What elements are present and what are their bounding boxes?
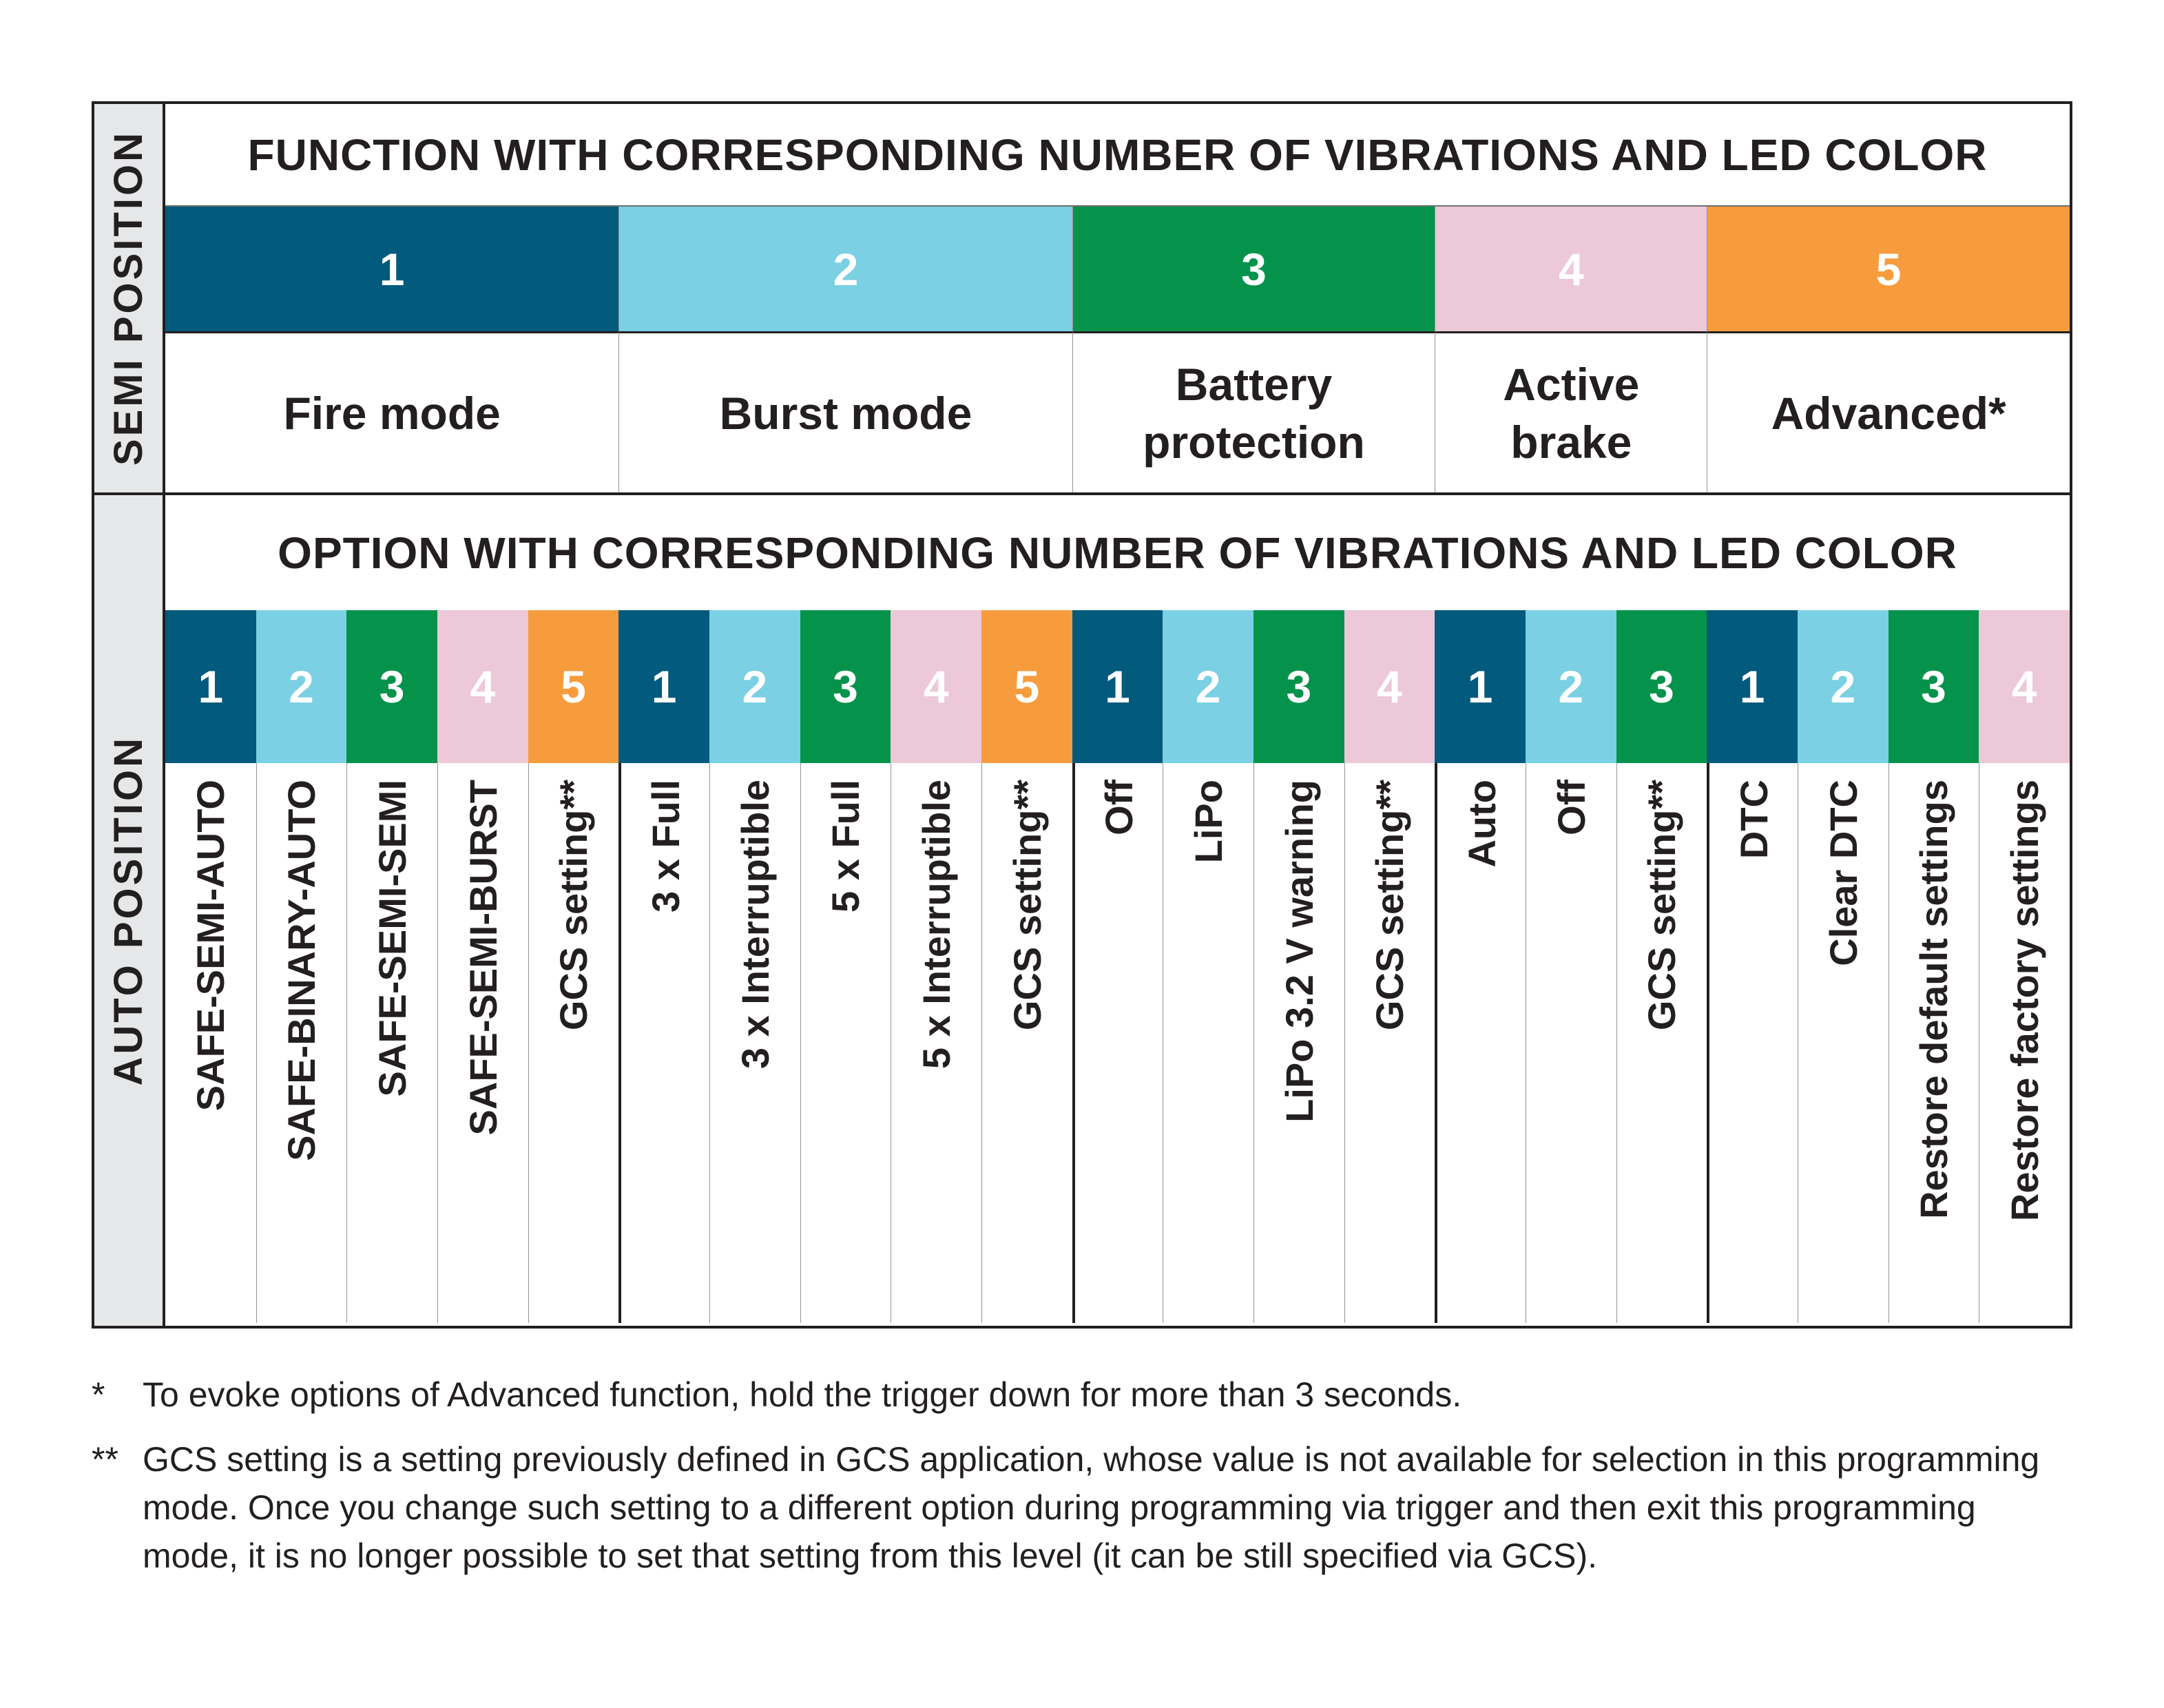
option-label-cell: Restore factory settings bbox=[1979, 763, 2070, 1323]
function-label: Battery protection bbox=[1143, 358, 1365, 468]
option-label: LiPo bbox=[1187, 780, 1231, 864]
option-number-cell: 2 bbox=[256, 610, 347, 763]
auto-position-label: AUTO POSITION bbox=[94, 495, 165, 1326]
option-number-cell: 2 bbox=[1526, 610, 1616, 763]
option-label: Off bbox=[1096, 780, 1141, 835]
function-label: Burst mode bbox=[719, 387, 972, 439]
option-label-cell: LiPo 3.2 V warning bbox=[1253, 763, 1344, 1323]
option-number-cell: 4 bbox=[437, 610, 528, 763]
option-label: GCS setting** bbox=[1005, 780, 1049, 1031]
function-label: Fire mode bbox=[283, 387, 501, 439]
option-number-cell: 4 bbox=[891, 610, 981, 763]
option-label-cell: Auto bbox=[1435, 763, 1526, 1323]
option-label-cell: GCS setting** bbox=[1616, 763, 1707, 1323]
option-label: Off bbox=[1549, 780, 1593, 835]
option-label: Restore default settings bbox=[1912, 780, 1956, 1219]
option-number-cell: 3 bbox=[1888, 610, 1979, 763]
function-number-cell: 4 bbox=[1435, 207, 1707, 331]
option-label-cell: Restore default settings bbox=[1888, 763, 1979, 1323]
option-label-cell: 3 x Interruptible bbox=[709, 763, 800, 1323]
option-label-cell: SAFE-BINARY-AUTO bbox=[256, 763, 347, 1323]
semi-side-text: SEMI POSITION bbox=[106, 130, 151, 466]
function-label-cell: Fire mode bbox=[165, 331, 619, 492]
option-number-cell: 3 bbox=[1253, 610, 1344, 763]
function-label-cell: Advanced* bbox=[1707, 331, 2070, 492]
option-label: DTC bbox=[1731, 780, 1776, 860]
option-number-cell: 1 bbox=[1435, 610, 1526, 763]
option-label: 5 x Full bbox=[824, 780, 868, 913]
function-label-cell: Active brake bbox=[1435, 331, 1707, 492]
semi-title: FUNCTION WITH CORRESPONDING NUMBER OF VI… bbox=[165, 104, 2070, 207]
function-label-row: Fire mode Burst mode Battery protection Act… bbox=[165, 331, 2070, 492]
option-number-cell: 4 bbox=[1979, 610, 2070, 763]
option-number-cell: 3 bbox=[346, 610, 437, 763]
option-label: Restore factory settings bbox=[2003, 780, 2047, 1222]
footnote-mark: * bbox=[92, 1375, 105, 1414]
option-number-cell: 1 bbox=[1707, 610, 1798, 763]
option-number-cell: 4 bbox=[1344, 610, 1435, 763]
option-label: 3 x Full bbox=[643, 780, 687, 913]
option-label-cell: SAFE-SEMI-BURST bbox=[437, 763, 528, 1323]
footnote-text: To evoke options of Advanced function, h… bbox=[143, 1375, 1462, 1414]
option-number-cell: 1 bbox=[165, 610, 256, 763]
function-option-table: SEMI POSITION AUTO POSITION FUNCTION WIT… bbox=[92, 101, 2072, 1329]
option-number-cell: 5 bbox=[981, 610, 1072, 763]
option-number-cell: 3 bbox=[1616, 610, 1707, 763]
option-number-cell: 2 bbox=[1798, 610, 1889, 763]
footnote-text: GCS setting is a setting previously defi… bbox=[143, 1440, 2040, 1575]
auto-side-text: AUTO POSITION bbox=[106, 735, 151, 1086]
option-label-row: SAFE-SEMI-AUTO SAFE-BINARY-AUTO SAFE-SEMI-… bbox=[165, 763, 2070, 1323]
option-number-cell: 3 bbox=[800, 610, 891, 763]
option-number-cell: 1 bbox=[618, 610, 709, 763]
option-label: SAFE-BINARY-AUTO bbox=[280, 780, 324, 1161]
option-label: SAFE-SEMI-BURST bbox=[461, 780, 505, 1136]
option-label-cell: 5 x Interruptible bbox=[891, 763, 981, 1323]
function-number-cell: 2 bbox=[618, 207, 1072, 331]
option-number-cell: 5 bbox=[528, 610, 619, 763]
option-label: GCS setting** bbox=[1368, 780, 1412, 1031]
option-label: GCS setting** bbox=[552, 780, 596, 1031]
option-label-cell: Clear DTC bbox=[1798, 763, 1889, 1323]
auto-section: OPTION WITH CORRESPONDING NUMBER OF VIBR… bbox=[165, 495, 2070, 1326]
option-label-cell: GCS setting** bbox=[981, 763, 1072, 1323]
option-number-cell: 2 bbox=[709, 610, 800, 763]
option-label: SAFE-SEMI-AUTO bbox=[189, 780, 233, 1112]
footnotes: * To evoke options of Advanced function, … bbox=[92, 1371, 2075, 1596]
function-label: Advanced* bbox=[1771, 387, 2006, 439]
option-label: Auto bbox=[1459, 780, 1504, 868]
option-label-cell: Off bbox=[1072, 763, 1163, 1323]
semi-section: FUNCTION WITH CORRESPONDING NUMBER OF VI… bbox=[165, 104, 2070, 495]
function-label: Active brake bbox=[1503, 358, 1640, 468]
footnote: * To evoke options of Advanced function, … bbox=[92, 1371, 2075, 1419]
option-label-cell: 5 x Full bbox=[800, 763, 891, 1323]
option-label: Clear DTC bbox=[1821, 780, 1865, 966]
option-label: GCS setting** bbox=[1640, 780, 1684, 1031]
option-label-cell: SAFE-SEMI-SEMI bbox=[346, 763, 437, 1323]
option-number-cell: 2 bbox=[1163, 610, 1253, 763]
function-number-cell: 1 bbox=[165, 207, 619, 331]
auto-title: OPTION WITH CORRESPONDING NUMBER OF VIBR… bbox=[278, 528, 1957, 578]
option-label-cell: 3 x Full bbox=[618, 763, 709, 1323]
semi-position-label: SEMI POSITION bbox=[94, 104, 165, 495]
footnote-mark: ** bbox=[92, 1440, 118, 1479]
option-label-cell: GCS setting** bbox=[528, 763, 619, 1323]
option-label-cell: Off bbox=[1526, 763, 1616, 1323]
option-label-cell: GCS setting** bbox=[1344, 763, 1435, 1323]
function-number-cell: 5 bbox=[1707, 207, 2070, 331]
option-label: LiPo 3.2 V warning bbox=[1277, 780, 1321, 1123]
function-number-cell: 3 bbox=[1072, 207, 1435, 331]
option-label: 3 x Interruptible bbox=[733, 780, 777, 1070]
option-label-cell: SAFE-SEMI-AUTO bbox=[165, 763, 256, 1323]
option-number-cell: 1 bbox=[1072, 610, 1163, 763]
option-label-cell: DTC bbox=[1707, 763, 1798, 1323]
option-label: 5 x Interruptible bbox=[915, 780, 959, 1070]
option-label-cell: LiPo bbox=[1163, 763, 1253, 1323]
function-label-cell: Burst mode bbox=[618, 331, 1072, 492]
footnote: ** GCS setting is a setting previously de… bbox=[92, 1435, 2075, 1580]
option-label: SAFE-SEMI-SEMI bbox=[371, 780, 415, 1097]
function-label-cell: Battery protection bbox=[1072, 331, 1435, 492]
